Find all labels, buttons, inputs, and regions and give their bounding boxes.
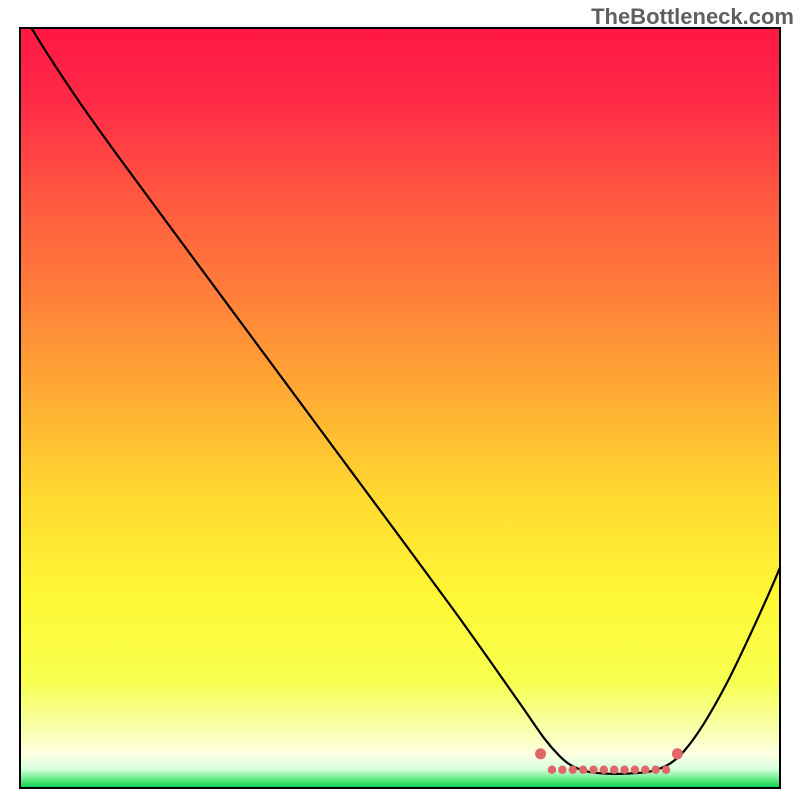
valley-marker	[558, 766, 566, 774]
valley-marker	[569, 766, 577, 774]
valley-marker	[579, 766, 587, 774]
gradient-background	[20, 28, 780, 788]
bottleneck-chart	[0, 0, 800, 800]
valley-marker	[641, 766, 649, 774]
valley-end-marker-left	[535, 748, 546, 759]
valley-marker	[662, 766, 670, 774]
valley-marker	[610, 766, 618, 774]
valley-marker	[600, 766, 608, 774]
valley-marker	[589, 766, 597, 774]
watermark-label: TheBottleneck.com	[591, 4, 794, 30]
valley-marker	[651, 766, 659, 774]
valley-marker	[620, 766, 628, 774]
chart-container: TheBottleneck.com	[0, 0, 800, 800]
valley-marker	[631, 766, 639, 774]
valley-end-marker-right	[672, 748, 683, 759]
valley-marker	[548, 766, 556, 774]
